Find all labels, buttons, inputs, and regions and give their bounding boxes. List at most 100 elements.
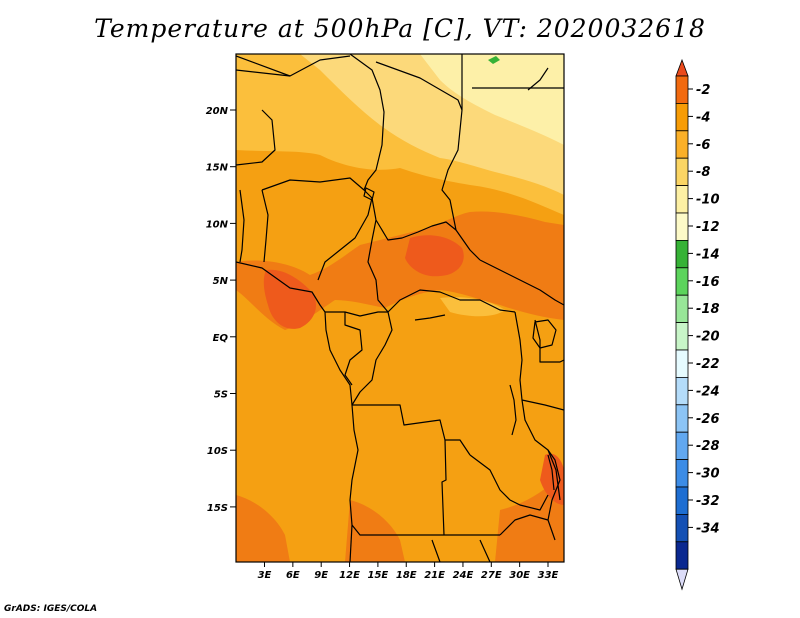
border-east-africa xyxy=(514,311,561,501)
lat-tick-label: 10S xyxy=(207,446,228,457)
colorbar-label: -28 xyxy=(696,439,720,454)
colorbar-segment xyxy=(675,185,689,214)
field-warm-south-west xyxy=(236,495,290,562)
border-south-sudan xyxy=(479,259,564,306)
border-libya-chad xyxy=(375,61,463,111)
colorbar-segment xyxy=(675,514,689,543)
border-niger-east xyxy=(349,54,385,191)
border-algeria xyxy=(236,55,291,77)
colorbar-segment xyxy=(675,376,689,406)
colorbar-segment xyxy=(675,294,689,324)
field-hot-spot-central xyxy=(405,235,464,277)
border-congo xyxy=(344,312,363,386)
lon-tick-label: 3E xyxy=(258,570,272,581)
colorbar-segment xyxy=(675,212,689,241)
colorbar-segment xyxy=(675,431,689,461)
border-cameroon-south xyxy=(325,311,388,317)
lake-chad xyxy=(363,187,375,201)
colorbar-label: -6 xyxy=(696,138,710,153)
lon-tick-label: 27E xyxy=(481,570,502,581)
field-warm-south xyxy=(345,500,405,562)
border-red-sea-coast xyxy=(527,67,549,91)
map-title: Temperature at 500hPa [C], VT: 202003261… xyxy=(94,14,706,43)
lon-tick-label: 9E xyxy=(314,570,328,581)
lon-tick-label: 12E xyxy=(339,570,360,581)
colorbar: -2 -4 -6 -8 -10 -12 -14 -16 -18 -20 -22 -24 -26 -28 -3… xyxy=(675,58,720,591)
lat-tick-label: 20N xyxy=(206,106,229,117)
border-tanzania xyxy=(521,399,564,411)
border-chad-car xyxy=(371,197,457,241)
lat-tick-label: 10N xyxy=(206,219,229,230)
longitude-axis: 3E 6E 9E 12E 15E 18E 21E 24E 27E 30E 33E xyxy=(258,562,559,581)
border-uganda xyxy=(534,319,564,363)
grads-credit: GrADS: IGES/COLA xyxy=(4,604,98,614)
lon-tick-label: 33E xyxy=(538,570,559,581)
lat-tick-label: 15S xyxy=(207,503,228,514)
border-angola-east xyxy=(441,439,500,536)
country-borders xyxy=(236,54,564,562)
field-coldest-band xyxy=(420,54,564,145)
border-sudan-west xyxy=(441,54,481,261)
field-small-anomaly xyxy=(488,56,500,64)
border-zambia xyxy=(469,454,549,511)
border-angola-south xyxy=(351,524,444,536)
lat-tick-label: 5N xyxy=(213,276,229,287)
lon-tick-label: 21E xyxy=(424,570,445,581)
border-zimbabwe xyxy=(499,514,556,541)
border-burkina xyxy=(236,109,276,166)
colorbar-segment xyxy=(675,404,689,433)
colorbar-label: -10 xyxy=(696,193,720,208)
field-warm-belt xyxy=(236,211,564,330)
border-mozambique xyxy=(547,449,561,521)
border-nigeria-east xyxy=(317,197,373,281)
border-south-africa xyxy=(479,539,491,562)
lake-victoria xyxy=(532,319,557,349)
colorbar-label: -2 xyxy=(696,83,710,98)
colorbar-segment xyxy=(675,486,689,515)
latitude-axis: 20N 15N 10N 5N EQ 5S 10S 15S xyxy=(206,106,236,514)
colorbar-segment xyxy=(675,130,689,159)
colorbar-segment xyxy=(675,322,689,351)
colorbar-label: -32 xyxy=(696,494,720,509)
colorbar-label: -20 xyxy=(696,330,720,345)
border-car-drc xyxy=(387,289,516,313)
colorbar-label: -14 xyxy=(696,247,720,262)
colorbar-segment xyxy=(675,349,689,378)
colorbar-label: -34 xyxy=(696,521,720,536)
colorbar-segment xyxy=(675,75,689,104)
colorbar-label: -4 xyxy=(696,110,710,125)
colorbar-label: -22 xyxy=(696,357,720,372)
lon-tick-label: 24E xyxy=(453,570,474,581)
colorbar-label: -8 xyxy=(696,165,710,180)
colorbar-segment xyxy=(675,459,689,488)
lon-tick-label: 15E xyxy=(368,570,389,581)
colorbar-bottom-arrow xyxy=(675,568,689,591)
field-cool-patch xyxy=(440,297,505,317)
colorbar-segment xyxy=(675,103,689,132)
colorbar-label: -26 xyxy=(696,412,720,427)
colorbar-label: -24 xyxy=(696,384,720,399)
temperature-field xyxy=(236,54,564,562)
border-car-cameroon xyxy=(367,219,389,313)
colorbar-label: -30 xyxy=(696,467,720,482)
colorbar-top-arrow xyxy=(675,58,689,77)
colorbar-segment xyxy=(675,541,689,570)
lon-tick-label: 30E xyxy=(509,570,530,581)
border-botswana xyxy=(431,539,441,562)
colorbar-label: -12 xyxy=(696,220,720,235)
plot-frame xyxy=(235,53,565,563)
lat-tick-label: EQ xyxy=(213,333,229,344)
lake-tanganyika xyxy=(509,384,517,436)
lon-tick-label: 6E xyxy=(286,570,300,581)
colorbar-segment xyxy=(675,157,689,186)
border-mali-niger xyxy=(236,55,351,77)
coastline-gulf-guinea xyxy=(236,261,359,526)
lat-tick-label: 15N xyxy=(206,163,229,174)
lat-tick-label: 5S xyxy=(214,390,228,401)
border-benin xyxy=(261,189,269,263)
border-namibia xyxy=(349,524,353,562)
colorbar-label: -16 xyxy=(696,275,720,290)
border-togo-ghana xyxy=(239,189,245,263)
colorbar-label: -18 xyxy=(696,302,720,317)
